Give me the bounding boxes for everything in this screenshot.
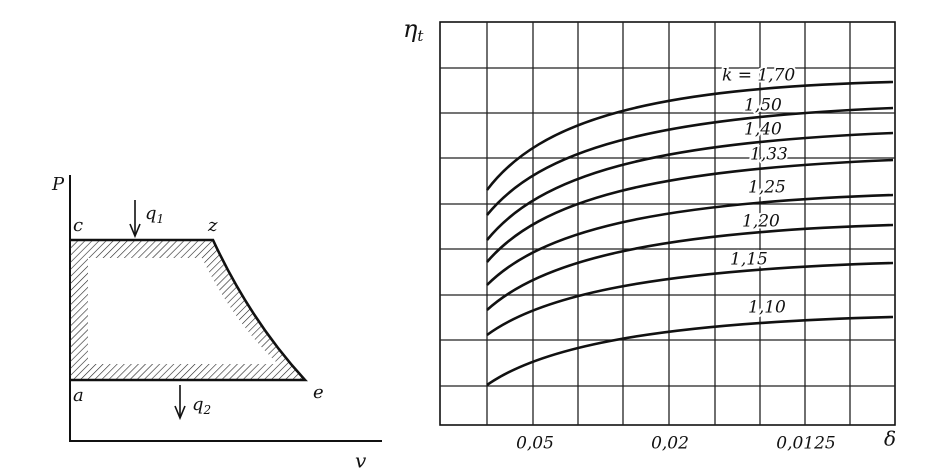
cycle-inner bbox=[88, 258, 278, 364]
v-label: v bbox=[355, 449, 367, 472]
q1-label: q1 bbox=[145, 203, 164, 226]
y-axis-label: ηt bbox=[403, 15, 424, 46]
curve bbox=[485, 80, 894, 191]
curve-label: 1,15 bbox=[730, 250, 768, 270]
q2-symbol: q bbox=[192, 394, 204, 415]
q1-arrow-head bbox=[129, 223, 141, 239]
frame bbox=[439, 21, 896, 426]
x-tick-label: 0,0125 bbox=[776, 434, 835, 454]
grid bbox=[439, 21, 896, 426]
curve-label: 1,33 bbox=[750, 145, 788, 165]
efficiency-chart: ηt δ 0,05 0,02 0,0125 k = 1,70 1,50 1,40… bbox=[403, 15, 896, 454]
p-label: P bbox=[51, 174, 65, 195]
q1-subscript: 1 bbox=[157, 212, 165, 226]
curve-label: 1,10 bbox=[748, 298, 786, 318]
curve-label: 1,25 bbox=[748, 178, 786, 198]
point-z: z bbox=[207, 215, 218, 236]
pv-diagram: P v c z a e q1 q2 bbox=[51, 174, 382, 472]
curve-label: 1,20 bbox=[742, 212, 780, 232]
curve-label: 1,50 bbox=[744, 96, 782, 116]
curve-label: k = 1,70 bbox=[722, 66, 795, 86]
y-subscript: t bbox=[417, 27, 424, 45]
q2-label: q2 bbox=[192, 394, 211, 417]
x-tick-label: 0,02 bbox=[651, 434, 689, 454]
curve bbox=[486, 261, 894, 337]
x-axis-label: δ bbox=[884, 427, 896, 451]
cycle-outline bbox=[70, 238, 308, 382]
curve bbox=[486, 315, 894, 387]
point-a: a bbox=[73, 385, 84, 406]
curve-label: 1,40 bbox=[744, 120, 782, 140]
point-c: c bbox=[73, 215, 83, 236]
q2-subscript: 2 bbox=[203, 403, 212, 417]
q2-arrow-head bbox=[174, 405, 186, 421]
curve bbox=[486, 223, 894, 311]
curve bbox=[485, 106, 894, 216]
curve bbox=[486, 158, 894, 263]
point-e: e bbox=[313, 382, 324, 403]
curve bbox=[486, 193, 894, 286]
curves bbox=[485, 80, 894, 387]
curve bbox=[485, 131, 894, 241]
x-tick-label: 0,05 bbox=[516, 434, 554, 454]
q1-symbol: q bbox=[145, 203, 157, 224]
y-symbol: η bbox=[403, 15, 418, 43]
